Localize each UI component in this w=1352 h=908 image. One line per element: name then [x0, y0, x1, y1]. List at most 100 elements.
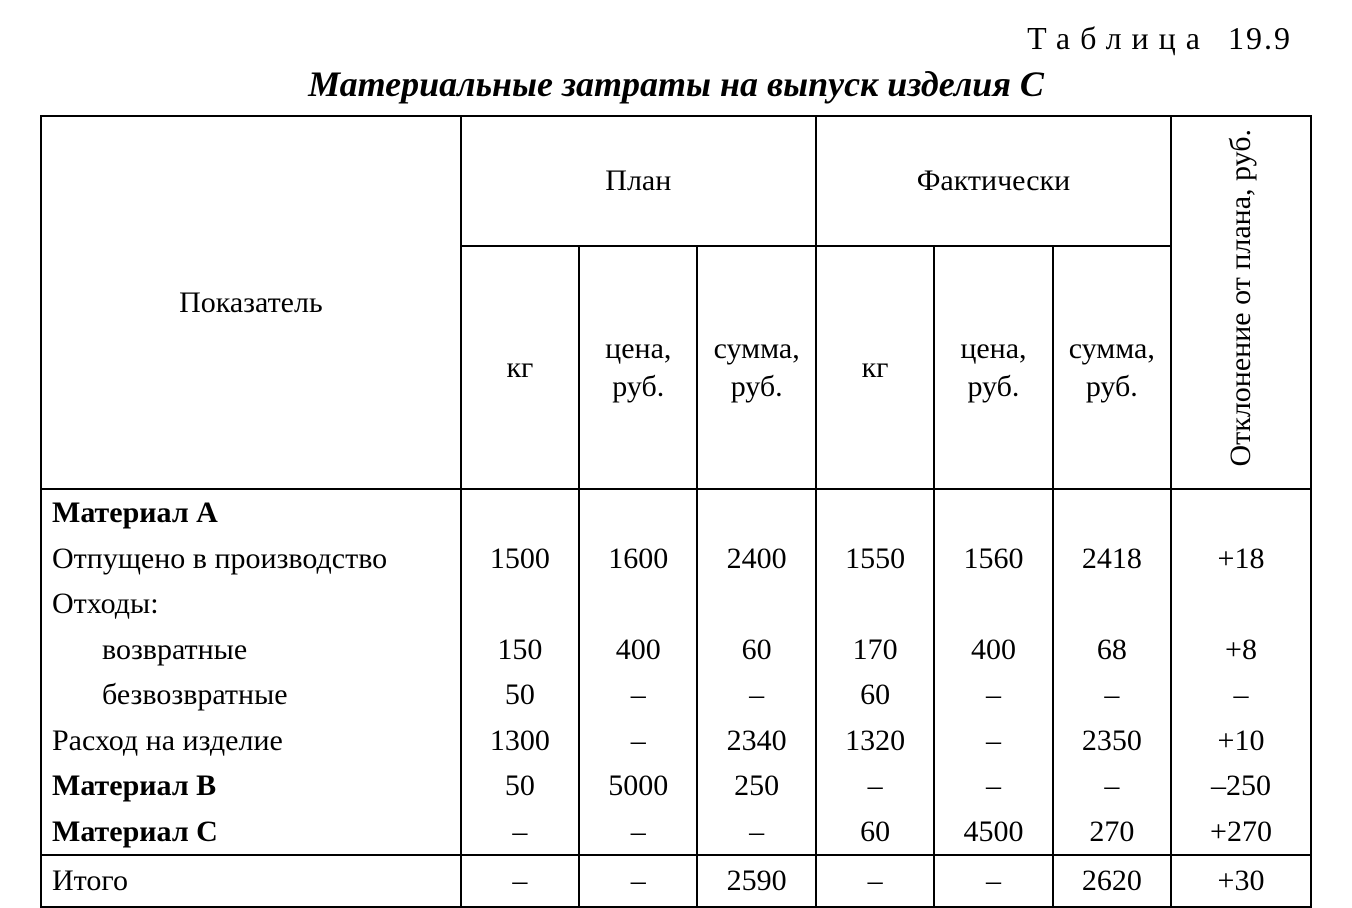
- cell-value: 50: [461, 672, 579, 718]
- cell-value: –250: [1171, 763, 1311, 809]
- table-row: Отпущено в производство15001600240015501…: [41, 536, 1311, 582]
- col-act-price: цена, руб.: [934, 246, 1052, 489]
- table-row: Отходы:: [41, 581, 1311, 627]
- cell-value: 1300: [461, 718, 579, 764]
- cell-value: [697, 581, 815, 627]
- cell-value: –: [816, 855, 934, 907]
- cell-value: +8: [1171, 627, 1311, 673]
- cell-value: [1171, 581, 1311, 627]
- table-number-value: 19.9: [1228, 20, 1292, 56]
- row-label: Расход на изделие: [41, 718, 461, 764]
- cell-value: [934, 581, 1052, 627]
- row-label: возвратные: [41, 627, 461, 673]
- col-plan: План: [461, 116, 816, 246]
- cell-value: –: [934, 855, 1052, 907]
- cell-value: –: [934, 672, 1052, 718]
- col-actual: Фактически: [816, 116, 1171, 246]
- cell-value: [461, 581, 579, 627]
- cell-value: [1171, 489, 1311, 536]
- table-row: Материал А: [41, 489, 1311, 536]
- col-plan-sum: сумма, руб.: [697, 246, 815, 489]
- cell-value: 1600: [579, 536, 697, 582]
- cell-value: 2418: [1053, 536, 1171, 582]
- page: Таблица 19.9 Материальные затраты на вып…: [0, 0, 1352, 908]
- col-deviation: Отклонение от плана, руб.: [1171, 116, 1311, 489]
- table-number-label: Таблица: [1027, 20, 1210, 56]
- cell-value: –: [697, 809, 815, 856]
- cell-value: 270: [1053, 809, 1171, 856]
- cell-value: –: [579, 855, 697, 907]
- cell-value: 400: [579, 627, 697, 673]
- cell-value: 50: [461, 763, 579, 809]
- cell-value: –: [1171, 672, 1311, 718]
- cell-value: –: [579, 718, 697, 764]
- cell-value: 2620: [1053, 855, 1171, 907]
- cell-value: 1560: [934, 536, 1052, 582]
- cell-value: 2590: [697, 855, 815, 907]
- cell-value: 1320: [816, 718, 934, 764]
- cell-value: –: [1053, 672, 1171, 718]
- col-act-sum: сумма, руб.: [1053, 246, 1171, 489]
- table-row: безвозвратные50––60–––: [41, 672, 1311, 718]
- cell-value: 150: [461, 627, 579, 673]
- cell-value: –: [1053, 763, 1171, 809]
- cell-value: [816, 581, 934, 627]
- col-plan-price: цена, руб.: [579, 246, 697, 489]
- cell-value: [1053, 489, 1171, 536]
- table-head: Показатель План Фактически Отклонение от…: [41, 116, 1311, 489]
- row-label: Отпущено в производство: [41, 536, 461, 582]
- cell-value: 4500: [934, 809, 1052, 856]
- cell-value: [1053, 581, 1171, 627]
- row-label: Итого: [41, 855, 461, 907]
- cell-value: –: [934, 763, 1052, 809]
- cell-value: 400: [934, 627, 1052, 673]
- cell-value: [461, 489, 579, 536]
- col-plan-kg: кг: [461, 246, 579, 489]
- cell-value: [579, 581, 697, 627]
- cell-value: [579, 489, 697, 536]
- cell-value: 60: [816, 672, 934, 718]
- cell-value: 60: [697, 627, 815, 673]
- table-caption: Материальные затраты на выпуск изделия C: [40, 63, 1312, 105]
- row-label: Отходы:: [41, 581, 461, 627]
- table-body: Материал АОтпущено в производство1500160…: [41, 489, 1311, 907]
- cell-value: 1500: [461, 536, 579, 582]
- cell-value: 1550: [816, 536, 934, 582]
- cell-value: –: [579, 672, 697, 718]
- col-deviation-label: Отклонение от плана, руб.: [1223, 119, 1259, 477]
- table-row: Материал С–––604500270+270: [41, 809, 1311, 856]
- cell-value: +10: [1171, 718, 1311, 764]
- cell-value: 68: [1053, 627, 1171, 673]
- col-indicator: Показатель: [41, 116, 461, 489]
- cell-value: [697, 489, 815, 536]
- cell-value: 250: [697, 763, 815, 809]
- table-row: возвратные1504006017040068+8: [41, 627, 1311, 673]
- cell-value: –: [461, 855, 579, 907]
- row-label: Материал В: [41, 763, 461, 809]
- cell-value: –: [934, 718, 1052, 764]
- cell-value: 5000: [579, 763, 697, 809]
- cell-value: –: [579, 809, 697, 856]
- cell-value: [816, 489, 934, 536]
- cell-value: –: [697, 672, 815, 718]
- row-label: Материал С: [41, 809, 461, 856]
- row-label: Материал А: [41, 489, 461, 536]
- cell-value: 2340: [697, 718, 815, 764]
- cell-value: 60: [816, 809, 934, 856]
- materials-table: Показатель План Фактически Отклонение от…: [40, 115, 1312, 908]
- table-number: Таблица 19.9: [40, 20, 1312, 57]
- row-label: безвозвратные: [41, 672, 461, 718]
- table-row: Материал В505000250––––250: [41, 763, 1311, 809]
- cell-value: 2400: [697, 536, 815, 582]
- cell-value: [934, 489, 1052, 536]
- table-row-total: Итого––2590––2620+30: [41, 855, 1311, 907]
- cell-value: +30: [1171, 855, 1311, 907]
- cell-value: +270: [1171, 809, 1311, 856]
- cell-value: –: [461, 809, 579, 856]
- cell-value: –: [816, 763, 934, 809]
- cell-value: 170: [816, 627, 934, 673]
- cell-value: +18: [1171, 536, 1311, 582]
- col-act-kg: кг: [816, 246, 934, 489]
- table-row: Расход на изделие1300–23401320–2350+10: [41, 718, 1311, 764]
- cell-value: 2350: [1053, 718, 1171, 764]
